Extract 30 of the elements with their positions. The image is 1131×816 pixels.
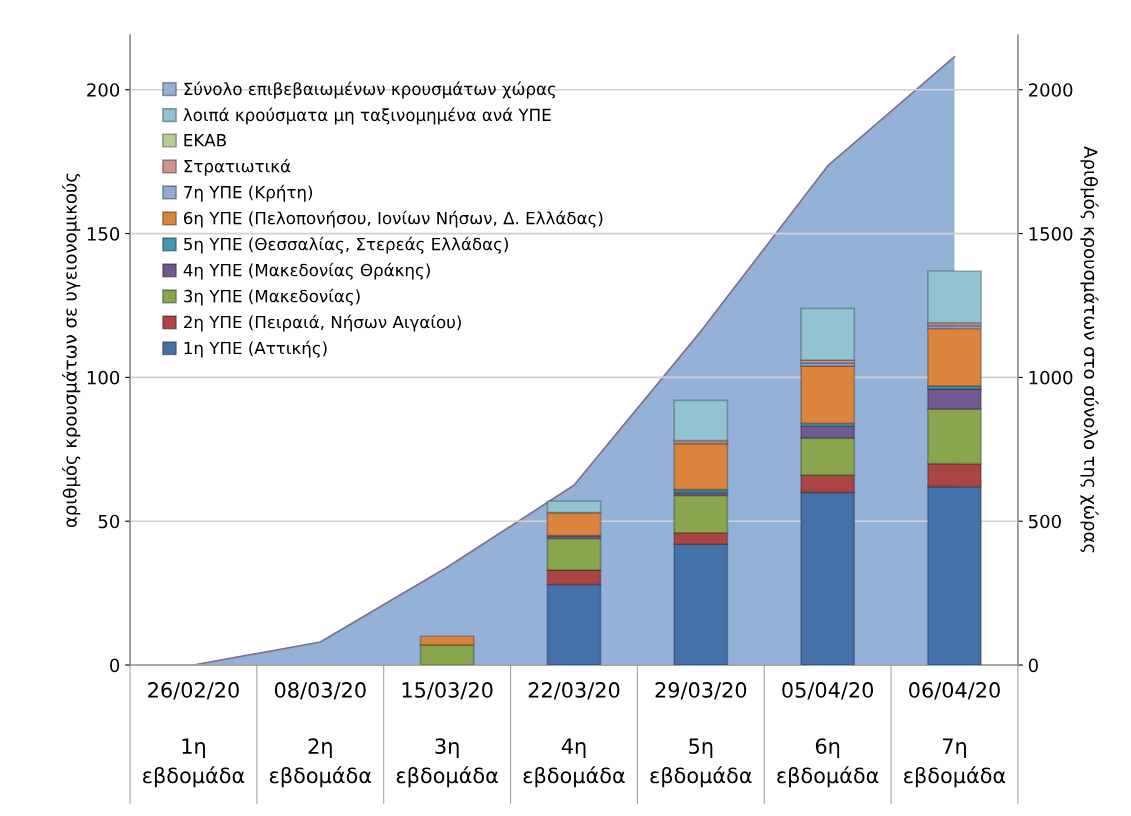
legend-label: Σύνολο επιβεβαιωμένων κρουσμάτων χώρας <box>184 81 556 99</box>
y-tick-label: 150 <box>87 227 120 241</box>
y-tick-label: 200 <box>87 83 120 97</box>
y-tick-label: 50 <box>98 514 120 529</box>
category-label: 22/03/20 4η εβδομάδα <box>523 682 625 788</box>
y2-axis-title: Αριθμός κρουσμάτων στο σύνολο της χώρας <box>1080 146 1099 553</box>
legend-label: 2η ΥΠΕ (Πειραιά, Νήσων Αιγαίου) <box>184 314 461 332</box>
category-label: 26/02/20 1η εβδομάδα <box>143 682 245 788</box>
y2-tick-label: 0 <box>1028 658 1038 673</box>
y-tick-label: 100 <box>87 370 120 385</box>
category-label: 15/03/20 3η εβδομάδα <box>396 682 498 788</box>
category-label: 05/04/20 6η εβδομάδα <box>777 682 879 788</box>
legend-label: 4η ΥΠΕ (Μακεδονίας Θράκης) <box>183 262 430 280</box>
y-axis-title: αριθμός κρουσμάτων σε υγειονομικούς <box>62 173 81 528</box>
legend-label: 5η ΥΠΕ (Θεσσαλίας, Στερεάς Ελλάδας) <box>184 236 508 254</box>
legend-label: λοιπά κρούσματα μη ταξινομημένα ανά ΥΠΕ <box>183 107 551 125</box>
y2-tick-label: 1500 <box>1029 227 1073 241</box>
legend-label: 3η ΥΠΕ (Μακεδονίας) <box>184 288 360 306</box>
y2-tick-label: 500 <box>1029 514 1061 529</box>
legend-label: ΕΚΑΒ <box>184 134 226 147</box>
legend-label: 6η ΥΠΕ (Πελοπονήσου, Ιονίων Νήσων, Δ. Ελλάδας) <box>183 210 603 228</box>
legend-label: Στρατιωτικά <box>184 158 291 176</box>
legend-label: 1η ΥΠΕ (Αττικής) <box>184 340 327 358</box>
legend-label: 7η ΥΠΕ (Κρήτη) <box>184 184 313 202</box>
y2-tick-label: 2000 <box>1028 83 1073 97</box>
category-label: 29/03/20 5η εβδομάδα <box>650 682 752 788</box>
y-tick-label: 0 <box>110 658 120 673</box>
category-label: 06/04/20 7η εβδομάδα <box>904 682 1006 788</box>
y2-tick-label: 1000 <box>1029 370 1073 385</box>
category-label: 08/03/20 2η εβδομάδα <box>269 682 372 788</box>
